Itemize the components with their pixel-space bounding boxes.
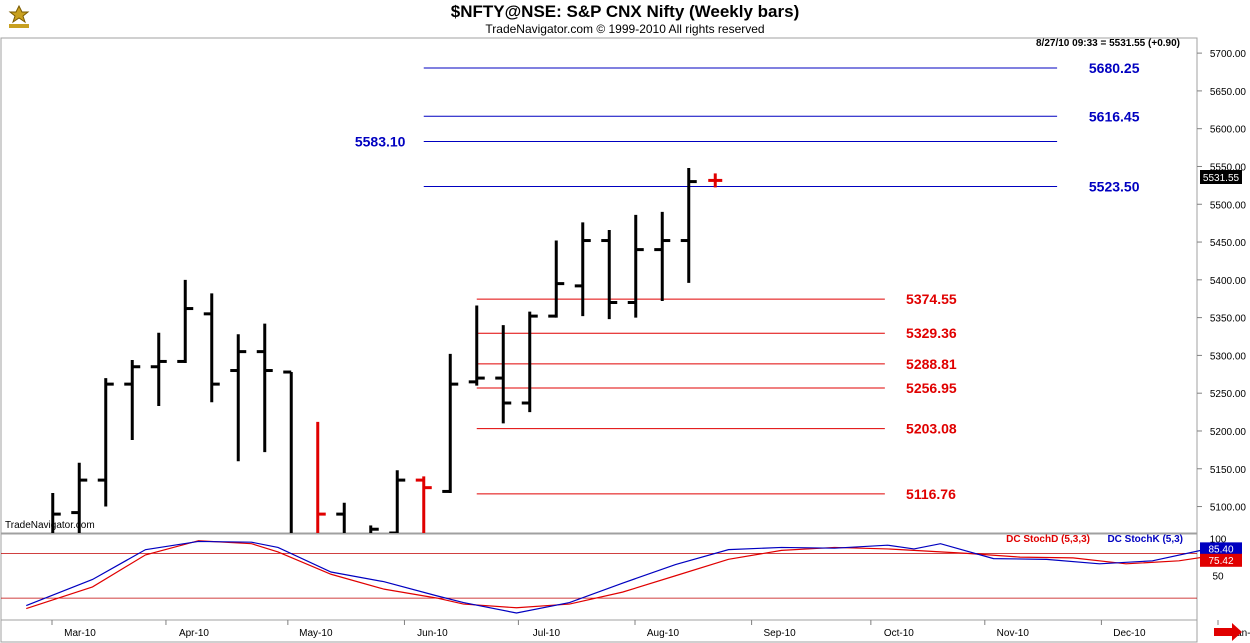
y-tick-label: 5500.00 <box>1210 200 1247 211</box>
stochd-tag-label: 75.42 <box>1208 556 1233 567</box>
price-tag-label: 5531.55 <box>1203 173 1240 184</box>
ohlc-bar <box>601 229 618 320</box>
x-tick-label: Jan-11 <box>1231 628 1250 639</box>
y-tick-label: 5650.00 <box>1210 87 1247 98</box>
y-tick-label: 5350.00 <box>1210 314 1247 325</box>
y-tick-label: 5250.00 <box>1210 389 1247 400</box>
x-tick-label: Nov-10 <box>997 628 1030 639</box>
level-label: 5680.25 <box>1089 60 1140 76</box>
ohlc-bar <box>256 323 273 453</box>
x-tick-label: May-10 <box>299 628 333 639</box>
x-tick-label: Mar-10 <box>64 628 96 639</box>
ohlc-bar <box>336 502 346 533</box>
ohlc-bar <box>97 378 114 507</box>
ohlc-bar <box>548 240 565 318</box>
last-price-marker <box>708 173 723 188</box>
level-label: 5288.81 <box>906 356 957 372</box>
ohlc-bar <box>177 279 194 363</box>
price-y-axis: 5100.00 5150.00 5200.00 5250.00 5300.00 5350.… <box>1197 49 1247 514</box>
stochd-line <box>26 540 1206 610</box>
ohlc-bar <box>468 305 485 386</box>
logo-shape <box>8 4 30 24</box>
y-tick-label: 5150.00 <box>1210 465 1247 476</box>
stochk-tag-label: 85.40 <box>1208 544 1233 555</box>
x-tick-label: Apr-10 <box>179 628 209 639</box>
ohlc-bar <box>71 462 88 533</box>
level-label: 5523.50 <box>1089 179 1140 195</box>
y-tick-label: 5100.00 <box>1210 503 1247 514</box>
y-tick-label: 5600.00 <box>1210 125 1247 136</box>
ohlc-bar <box>654 211 671 301</box>
time-x-axis: Mar-10 Apr-10 May-10 Jun-10 Jul-10 Aug-10 Sep-… <box>51 620 1250 639</box>
stochd-tag-box <box>1200 553 1242 567</box>
ohlc-bar <box>680 167 697 283</box>
level-label: 5256.95 <box>906 380 957 396</box>
x-tick-label: Jul-10 <box>533 628 561 639</box>
y-tick-label: 5300.00 <box>1210 351 1247 362</box>
stochk-line <box>26 540 1206 614</box>
stochastic-panel: 100 50 DC StochD (5,3,3) DC StochK (5,3) 85.… <box>1 534 1242 614</box>
x-tick-label: Jun-10 <box>417 628 448 639</box>
time-axis-frame <box>0 619 1198 643</box>
indicator-tick-label: 50 <box>1212 572 1224 583</box>
logo-icon <box>6 4 32 30</box>
price-tag: 5531.55 <box>1200 170 1242 184</box>
level-label: 5329.36 <box>906 325 957 341</box>
x-tick-label: Oct-10 <box>884 628 914 639</box>
ohlc-bar <box>203 293 220 403</box>
indicator-tick-label: 100 <box>1210 534 1227 545</box>
ohlc-bar <box>627 214 644 318</box>
price-tag-box <box>1200 170 1242 184</box>
ohlc-bar <box>369 525 379 533</box>
price-bars <box>51 167 697 533</box>
ohlc-bar <box>521 311 538 413</box>
y-tick-label: 5700.00 <box>1210 49 1247 60</box>
bar-group <box>51 167 697 533</box>
ohlc-bar <box>230 334 247 462</box>
level-label: 5583.10 <box>355 133 406 149</box>
watermark-text: TradeNavigator.com <box>5 520 95 531</box>
ohlc-bar <box>150 332 167 407</box>
level-label: 5616.45 <box>1089 108 1140 124</box>
x-tick-label: Sep-10 <box>763 628 796 639</box>
stochk-legend: DC StochK (5,3) <box>1107 534 1183 545</box>
logo-base <box>9 24 29 28</box>
x-tick-label: Aug-10 <box>647 628 680 639</box>
level-label: 5116.76 <box>906 486 956 502</box>
y-tick-label: 5550.00 <box>1210 162 1247 173</box>
chart-title: $NFTY@NSE: S&P CNX Nifty (Weekly bars) <box>451 2 799 21</box>
ohlc-bar <box>495 325 512 424</box>
level-label: 5203.08 <box>906 421 957 437</box>
ohlc-bar <box>389 470 406 533</box>
chart-subtitle: TradeNavigator.com © 1999-2010 All right… <box>485 22 764 36</box>
x-tick-label: Dec-10 <box>1113 628 1146 639</box>
ohlc-bar <box>316 421 326 533</box>
indicator-plot-frame <box>0 533 1198 621</box>
stochk-tag-box <box>1200 542 1242 556</box>
stochd-legend: DC StochD (5,3,3) <box>1006 534 1090 545</box>
ohlc-bar <box>442 353 459 493</box>
y-tick-label: 5200.00 <box>1210 427 1247 438</box>
ohlc-bar <box>574 222 591 317</box>
level-label: 5374.55 <box>906 291 957 307</box>
scroll-right-icon[interactable] <box>1214 623 1242 641</box>
ohlc-bar <box>283 370 293 533</box>
quote-readout: 8/27/10 09:33 = 5531.55 (+0.90) <box>1036 38 1180 49</box>
ohlc-bar <box>415 476 432 533</box>
level-lines: 5680.25 5616.45 5583.10 5523.50 5374.55 5329.… <box>355 60 1140 502</box>
y-tick-label: 5450.00 <box>1210 238 1247 249</box>
ohlc-bar <box>51 492 61 533</box>
ohlc-bar <box>124 359 141 441</box>
price-plot-frame <box>0 37 1198 534</box>
y-tick-label: 5400.00 <box>1210 276 1247 287</box>
